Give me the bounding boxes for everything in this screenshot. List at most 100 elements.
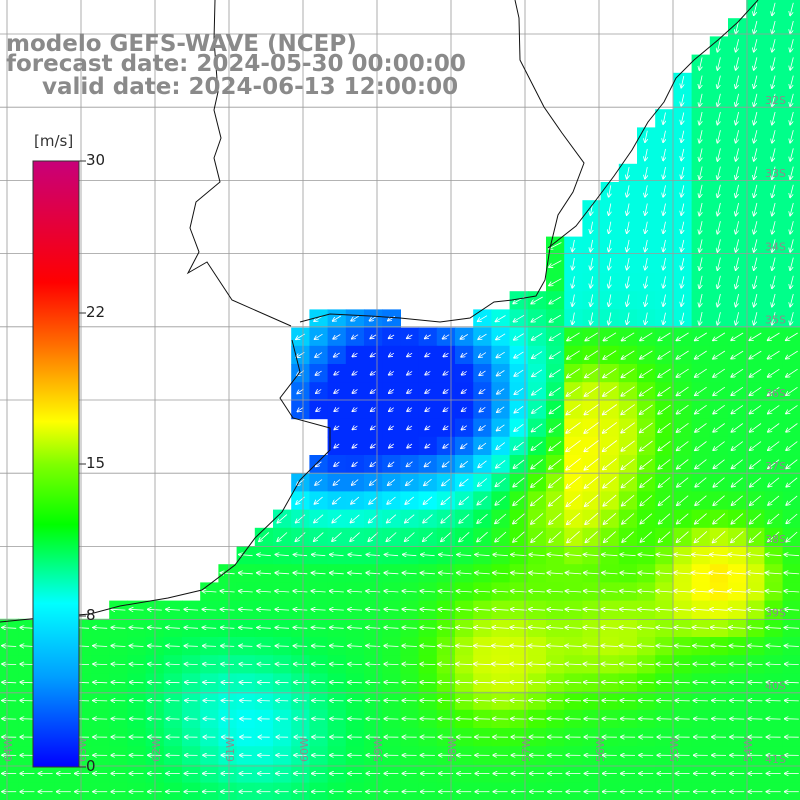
wind-cell xyxy=(637,473,656,492)
wind-vector xyxy=(736,184,739,198)
wind-vector xyxy=(532,351,543,359)
wind-cell xyxy=(309,491,329,511)
wind-vector xyxy=(370,335,377,339)
wind-vector xyxy=(772,239,776,252)
wind-vector xyxy=(754,57,758,70)
wind-vector xyxy=(736,239,739,252)
wind-vector xyxy=(699,257,702,271)
wind-vector xyxy=(717,93,721,107)
wind-vector xyxy=(549,314,562,322)
wind-cell xyxy=(600,364,620,383)
wind-cell xyxy=(345,473,365,492)
wind-cell xyxy=(364,473,383,492)
wind-vector xyxy=(790,312,794,325)
wind-cell xyxy=(600,345,620,365)
wind-vector xyxy=(736,111,739,125)
wind-cell xyxy=(764,345,784,365)
wind-cell xyxy=(382,418,401,438)
wind-vector xyxy=(736,293,739,307)
wind-cell xyxy=(436,473,456,492)
wind-cell xyxy=(309,309,329,329)
wind-vector xyxy=(736,202,739,216)
wind-cell xyxy=(582,473,602,492)
wind-vector xyxy=(478,315,488,322)
wind-cell xyxy=(746,491,765,511)
wind-cell xyxy=(618,491,638,511)
wind-cell xyxy=(418,455,438,474)
wind-cell xyxy=(564,509,583,529)
wind-vector xyxy=(443,334,450,339)
wind-cell xyxy=(600,527,620,547)
wind-cell xyxy=(764,473,784,492)
wind-cell xyxy=(564,491,583,511)
wind-cell xyxy=(418,418,438,438)
lon-label: 62W xyxy=(150,737,163,762)
wind-vector xyxy=(736,93,739,107)
wind-cell xyxy=(455,527,474,547)
wind-vector xyxy=(699,184,702,198)
wind-cell xyxy=(345,345,365,365)
wind-cell xyxy=(382,309,401,329)
wind-cell xyxy=(455,345,474,365)
wind-cell xyxy=(327,473,347,492)
wind-cell xyxy=(673,400,693,420)
wind-cell xyxy=(728,327,747,347)
wind-vector xyxy=(585,332,599,341)
wind-vector xyxy=(713,332,726,341)
wind-cell xyxy=(527,327,547,347)
wind-cell xyxy=(509,436,529,456)
wind-cell xyxy=(527,527,547,547)
wind-cell xyxy=(418,491,438,511)
wind-vector xyxy=(443,353,449,356)
wind-cell xyxy=(455,491,474,511)
lat-label: 35S xyxy=(765,314,786,327)
wind-cell xyxy=(728,473,747,492)
wind-vector xyxy=(351,315,359,321)
wind-cell xyxy=(382,327,401,347)
wind-cell xyxy=(309,455,329,474)
wind-cell xyxy=(309,345,329,365)
wind-vector xyxy=(736,20,739,34)
wind-vector xyxy=(772,148,776,161)
wind-vector xyxy=(572,258,574,270)
wind-vector xyxy=(772,202,776,216)
wind-vector xyxy=(790,20,794,34)
wind-cell xyxy=(509,382,529,401)
wind-cell xyxy=(273,527,292,547)
wind-cell xyxy=(491,309,511,329)
wind-cell xyxy=(473,345,492,365)
wind-cell xyxy=(400,455,420,474)
wind-cell xyxy=(728,436,747,456)
wind-cell xyxy=(582,364,602,383)
wind-cell xyxy=(618,509,638,529)
wind-vector xyxy=(645,258,647,270)
wind-cell xyxy=(582,509,602,529)
wind-cell xyxy=(527,364,547,383)
wind-cell xyxy=(728,527,747,547)
wind-cell xyxy=(673,364,693,383)
wind-cell xyxy=(582,527,602,547)
wind-vector xyxy=(772,57,776,70)
wind-vector xyxy=(676,332,689,341)
wind-cell xyxy=(618,418,638,438)
wind-cell xyxy=(327,455,347,474)
wind-vector xyxy=(681,203,684,216)
wind-vector xyxy=(572,294,574,307)
wind-cell xyxy=(291,527,310,547)
wind-vector xyxy=(550,332,561,340)
wind-vector xyxy=(768,332,780,340)
wind-cell xyxy=(637,327,656,347)
wind-cell xyxy=(364,382,383,401)
wind-cell xyxy=(345,509,365,529)
wind-cell xyxy=(582,418,602,438)
wind-cell xyxy=(400,400,420,420)
wind-cell xyxy=(345,364,365,383)
wind-vector xyxy=(663,258,665,270)
forecast-date: forecast date: 2024-05-30 00:00:00 xyxy=(6,51,466,77)
wind-vector xyxy=(754,2,758,16)
wind-cell xyxy=(764,382,784,401)
wind-cell xyxy=(473,473,492,492)
wind-cell xyxy=(691,527,711,547)
lat-label: 32S xyxy=(765,94,786,107)
wind-cell xyxy=(746,364,765,383)
